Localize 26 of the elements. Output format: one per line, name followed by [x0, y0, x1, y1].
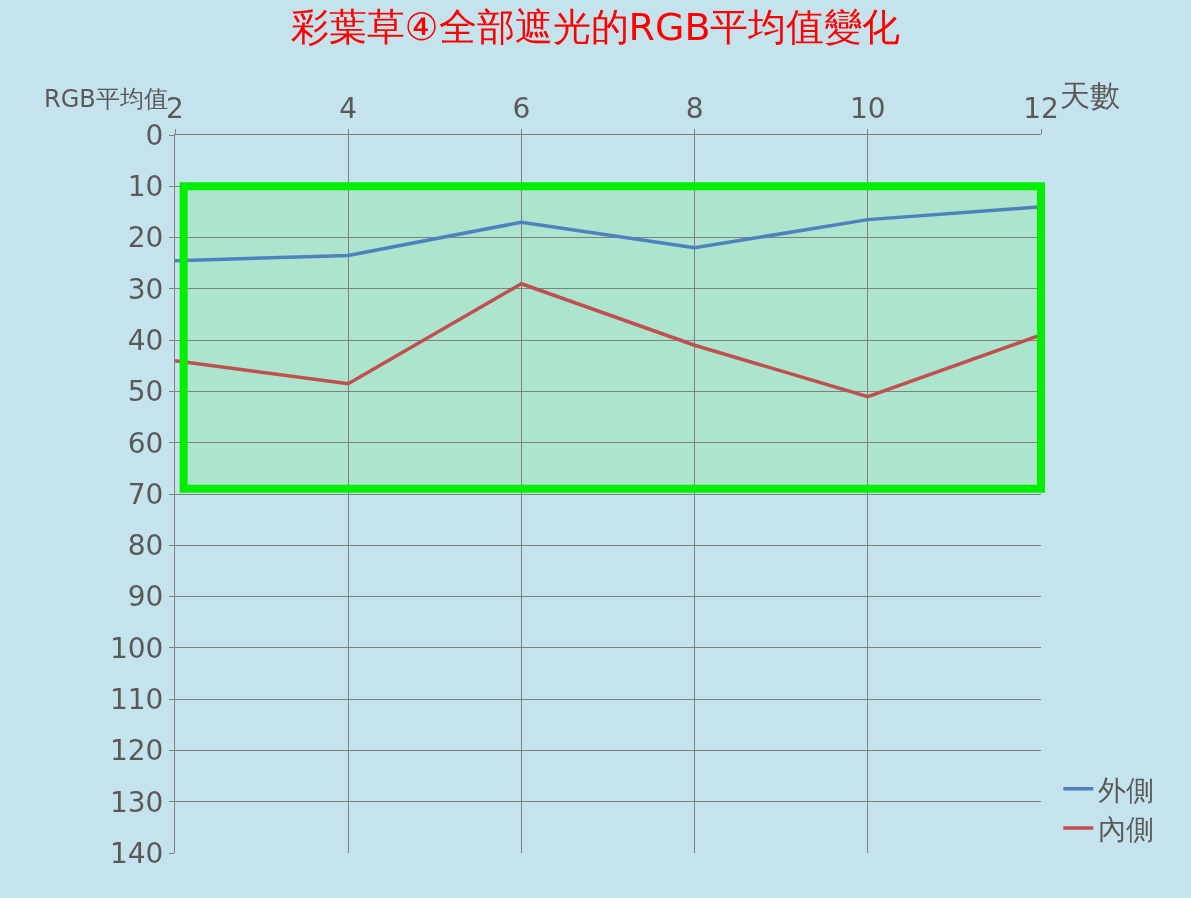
y-tick-label: 70 [127, 477, 164, 511]
x-tick-label: 8 [685, 91, 704, 125]
chart-title: 彩葉草④全部遮光的RGB平均值變化 [290, 5, 901, 50]
x-tick-label: 4 [339, 91, 358, 125]
y-tick-label: 30 [127, 272, 164, 306]
y-tick-label: 110 [109, 682, 164, 716]
y-tick-label: 80 [127, 529, 164, 563]
y-tick-label: 120 [109, 734, 164, 768]
y-tick-label: 130 [109, 785, 164, 819]
y-tick-label: 10 [127, 170, 164, 204]
x-axis-title: 天數 [1060, 78, 1120, 113]
x-tick-label: 6 [512, 91, 531, 125]
y-tick-label: 0 [145, 118, 164, 152]
y-axis-title: RGB平均值 [44, 85, 168, 113]
y-tick-label: 60 [127, 426, 164, 460]
y-tick-label: 140 [109, 836, 164, 870]
x-tick-label: 2 [166, 91, 184, 125]
x-tick-label: 12 [1023, 91, 1059, 125]
legend-label: 內側 [1098, 813, 1155, 847]
y-tick-label: 50 [127, 375, 164, 409]
y-tick-label: 40 [127, 323, 164, 357]
y-tick-label: 100 [109, 631, 164, 665]
legend-label: 外側 [1098, 773, 1155, 807]
y-tick-label: 20 [127, 221, 164, 255]
x-tick-label: 10 [849, 91, 886, 125]
y-tick-label: 90 [127, 580, 164, 614]
